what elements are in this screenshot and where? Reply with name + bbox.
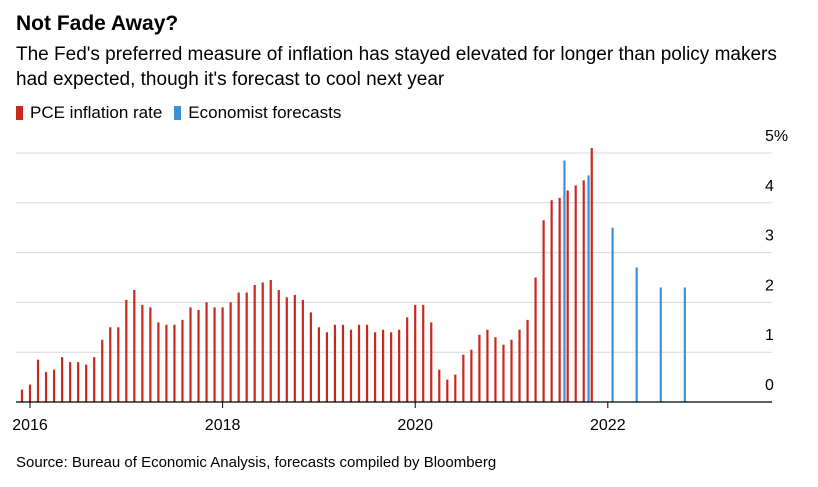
y-tick-label: 2 [765,277,774,294]
y-tick-label: 5% [765,128,788,145]
legend-item-pce: PCE inflation rate [16,103,162,123]
x-tick-label: 2016 [12,417,48,434]
chart-title: Not Fade Away? [16,12,179,35]
x-tick-label: 2022 [590,417,626,434]
legend-label-pce: PCE inflation rate [30,103,163,122]
legend-swatch-forecasts [174,106,182,120]
x-tick-label: 2020 [397,417,433,434]
y-tick-label: 4 [765,178,774,195]
chart-subtitle: The Fed's preferred measure of inflation… [16,44,777,90]
legend-swatch-pce [16,106,23,120]
y-tick-label: 3 [765,228,774,245]
y-tick-label: 0 [765,377,774,394]
legend: PCE inflation rate Economist forecasts [16,103,353,123]
legend-item-forecasts: Economist forecasts [174,103,341,123]
legend-label-forecasts: Economist forecasts [188,103,342,122]
y-tick-label: 1 [765,327,774,344]
x-tick-label: 2018 [205,417,241,434]
source-note: Source: Bureau of Economic Analysis, for… [16,454,497,471]
